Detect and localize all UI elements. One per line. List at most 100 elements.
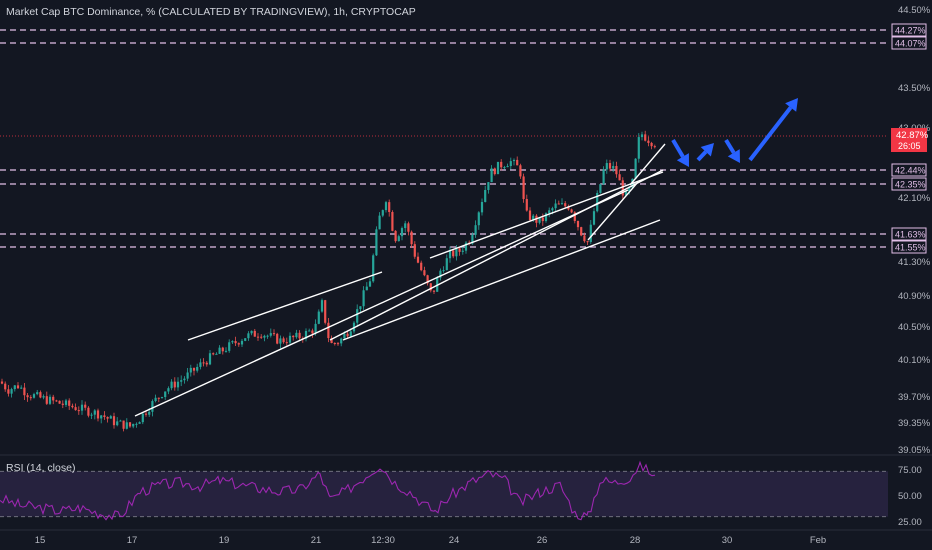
y-tick-label: 40.90% [898, 291, 931, 302]
candle-body [202, 362, 205, 364]
candle-body [484, 189, 487, 202]
candle-body [212, 353, 215, 355]
trendline [329, 169, 664, 341]
candle-body [39, 392, 42, 398]
candle-body [365, 286, 368, 291]
candle-body [199, 362, 202, 367]
level-label: 44.27% [895, 26, 926, 36]
candle-body [628, 187, 631, 192]
candle-body [599, 184, 602, 193]
candle-body [381, 210, 384, 216]
candle-body [272, 333, 276, 335]
candle-body [432, 290, 436, 292]
candle-body [253, 330, 256, 337]
candle-body [442, 270, 445, 272]
projection-arrow-head [785, 98, 798, 112]
chart-title: Market Cap BTC Dominance, % (CALCULATED … [6, 6, 416, 18]
candle-body [80, 404, 84, 411]
candle-body [506, 166, 509, 168]
candle-body [58, 400, 61, 404]
trendline [187, 271, 383, 341]
candle-body [279, 338, 282, 344]
candle-body [580, 227, 583, 236]
projection-arrow-head [727, 149, 740, 163]
y-tick-label: 40.50% [898, 322, 931, 333]
rsi-tick-label: 25.00 [898, 517, 922, 528]
candle-body [551, 208, 554, 211]
trendline [587, 181, 639, 241]
candle-body [256, 336, 260, 338]
candle-body [640, 134, 644, 138]
candle-body [116, 421, 119, 426]
candle-body [391, 211, 394, 231]
candle-body [605, 163, 608, 170]
candle-body [576, 220, 580, 228]
candle-body [295, 332, 298, 338]
level-label-box [891, 227, 927, 241]
level-label: 42.35% [895, 180, 926, 190]
rsi-band [0, 471, 888, 517]
candle-body [96, 410, 100, 419]
candle-body [36, 392, 39, 395]
candle-body [221, 347, 224, 352]
candle-body [218, 347, 221, 354]
candle-body [500, 161, 503, 168]
level-label: 44.07% [895, 39, 926, 49]
candle-body [647, 140, 650, 143]
candle-body [144, 413, 148, 415]
candle-body [64, 400, 68, 405]
candle-body [541, 217, 544, 222]
trendline [342, 219, 661, 341]
candle-body [103, 415, 106, 417]
candle-body [215, 353, 218, 355]
x-tick-label: 26 [537, 535, 548, 546]
candle-body [205, 362, 208, 365]
candle-body [404, 223, 407, 229]
y-tick-label: 39.70% [898, 392, 931, 403]
candle-body [618, 174, 621, 181]
candle-body [413, 244, 416, 257]
candle-body [151, 401, 154, 412]
candle-body [384, 202, 388, 211]
candle-body [106, 416, 109, 419]
candle-body [570, 209, 573, 213]
candle-body [122, 420, 125, 429]
candle-body [192, 367, 196, 371]
candle-body [615, 166, 618, 175]
candle-body [327, 322, 330, 339]
candle-body [292, 335, 295, 338]
projection-arrow-shaft [724, 138, 736, 154]
candle-body [71, 405, 74, 408]
candle-body [356, 309, 359, 323]
candle-body [7, 389, 10, 394]
candle-body [308, 330, 311, 332]
candle-body [16, 385, 20, 389]
candle-body [445, 258, 448, 271]
candle-body [532, 215, 535, 221]
candle-body [394, 230, 397, 242]
candle-body [119, 420, 122, 422]
candle-body [519, 165, 522, 177]
candle-body [359, 306, 362, 310]
candle-body [90, 414, 93, 416]
candle-body [378, 215, 381, 230]
candle-body [448, 250, 452, 259]
candle-body [224, 350, 228, 352]
y-tick-label: 42.10% [898, 193, 931, 204]
candle-body [560, 203, 564, 205]
candle-body [228, 342, 231, 351]
candle-body [420, 262, 423, 271]
candle-body [634, 158, 637, 179]
candle-body [154, 397, 157, 402]
candle-body [189, 367, 192, 373]
candle-body [464, 242, 468, 251]
candle-body [429, 283, 432, 291]
candle-body [42, 396, 45, 398]
rsi-tick-label: 50.00 [898, 491, 922, 502]
candle-body [317, 311, 320, 324]
candle-body [160, 397, 164, 399]
candle-body [250, 330, 253, 334]
x-tick-label: 19 [219, 535, 230, 546]
candle-body [368, 281, 372, 287]
